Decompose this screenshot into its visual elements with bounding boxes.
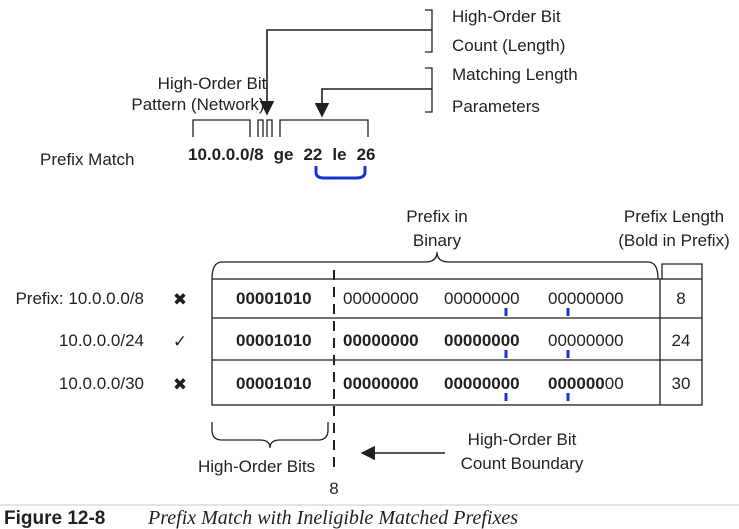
- x-mark-icon: ✖: [173, 375, 187, 394]
- parameters-bracket: [279, 119, 369, 137]
- row-label: 10.0.0.0/30: [59, 374, 144, 393]
- pattern-bracket: [192, 119, 251, 137]
- binary-octet: 00000000: [343, 289, 419, 308]
- prefix-table-frame: [211, 278, 703, 406]
- binary-octet: 00000000: [444, 374, 520, 393]
- figure-number: Figure 12-8: [4, 508, 105, 529]
- octet4-plain-part: 00000000: [548, 289, 624, 308]
- count-label-line2: Count (Length): [452, 36, 565, 55]
- prefix-length-cell: 30: [672, 374, 691, 393]
- parameters-label: Parameters: [452, 97, 540, 116]
- matching-length-label: Matching Length: [452, 65, 578, 84]
- count-bracket: [257, 119, 264, 137]
- count-callout-bracket: [425, 9, 433, 53]
- binary-octet: 00000000: [548, 331, 624, 350]
- octet4-plain-part: 00: [605, 374, 624, 393]
- binary-octet: 00000000: [444, 289, 520, 308]
- boundary-label-line2: Count Boundary: [461, 454, 584, 473]
- figure-caption: Prefix Match with Ineligible Matched Pre…: [147, 507, 518, 529]
- count-label-line1: High-Order Bit: [452, 7, 561, 26]
- count-bracket-tick: [266, 119, 273, 137]
- binary-brace: [211, 251, 659, 280]
- count-arrow: [259, 29, 432, 116]
- row-label: Prefix: 10.0.0.0/8: [15, 289, 144, 308]
- table-rows: Prefix: 10.0.0.0/8 ✖ 00001010 00000000 00000…: [15, 289, 690, 401]
- prefix-length-cell: 8: [676, 289, 685, 308]
- binary-octet: 00000000: [444, 331, 520, 350]
- binary-octet: 00000000: [343, 374, 419, 393]
- command-ge: ge: [274, 145, 294, 164]
- command-le-value: 26: [357, 145, 376, 164]
- prefix-list-command: 10.0.0.0/8 ge 22 le 26: [188, 145, 376, 164]
- boundary-label-line1: High-Order Bit: [468, 430, 577, 449]
- command-prefix: 10.0.0.0/8: [188, 145, 264, 164]
- binary-octet: 00000000: [548, 289, 624, 308]
- command-le: le: [332, 145, 346, 164]
- binary-octet: 00001010: [236, 289, 312, 308]
- pattern-label-line2: Pattern (Network): [131, 95, 264, 114]
- x-mark-icon: ✖: [173, 290, 187, 309]
- binary-header-line2: Binary: [413, 231, 462, 250]
- octet4-plain-part: 00000000: [548, 331, 624, 350]
- length-header-line2: (Bold in Prefix): [618, 231, 729, 250]
- checkmark-icon: ✓: [173, 332, 187, 351]
- blue-underline-brace: [314, 166, 367, 180]
- command-ge-value: 22: [303, 145, 322, 164]
- boundary-value: 8: [329, 479, 338, 498]
- prefix-match-label: Prefix Match: [40, 150, 134, 169]
- high-order-bits-brace: [211, 422, 329, 449]
- binary-octet: 00000000: [548, 374, 624, 393]
- pattern-label-line1: High-Order Bit: [158, 74, 267, 93]
- binary-octet: 00000000: [343, 331, 419, 350]
- binary-octet: 00001010: [236, 331, 312, 350]
- length-header-line1: Prefix Length: [624, 207, 724, 226]
- matching-callout-bracket: [425, 67, 433, 113]
- matching-arrow: [314, 88, 432, 118]
- length-bracket: [661, 263, 703, 279]
- binary-octet: 00001010: [236, 374, 312, 393]
- prefix-length-cell: 24: [672, 331, 691, 350]
- row-label: 10.0.0.0/24: [59, 331, 144, 350]
- octet4-bold-part: 000000: [548, 374, 605, 393]
- high-order-bits-label: High-Order Bits: [198, 457, 315, 476]
- binary-header-line1: Prefix in: [406, 207, 467, 226]
